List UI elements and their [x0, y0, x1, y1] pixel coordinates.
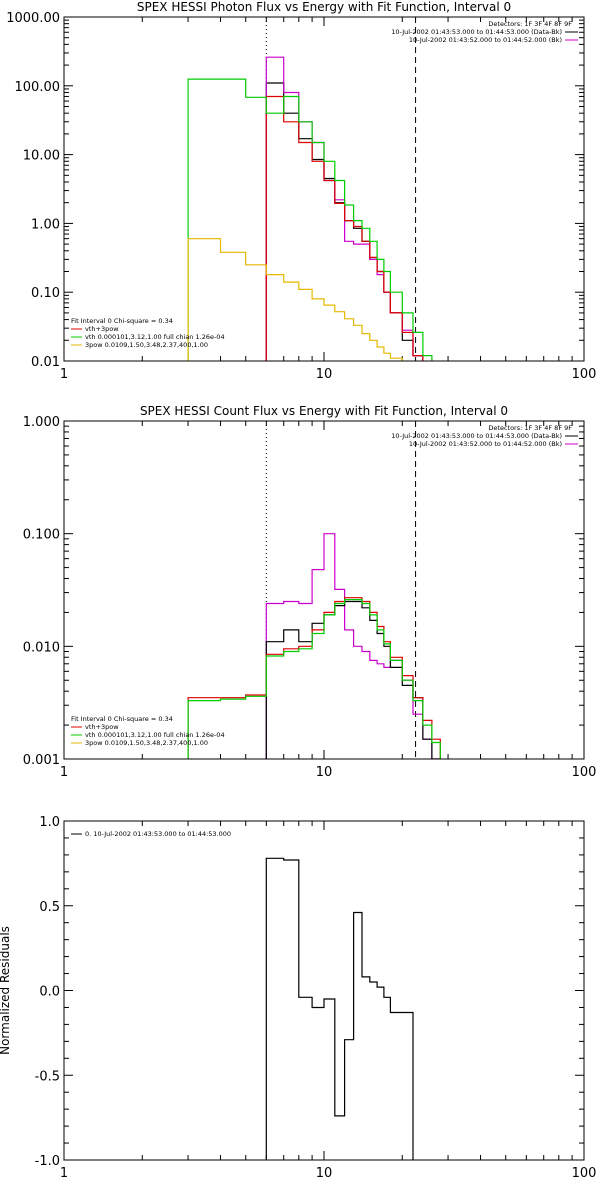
chart-title: SPEX HESSI Count Flux vs Energy with Fit…: [140, 404, 508, 418]
y-tick-label: 0.5: [39, 900, 60, 915]
y-tick-label: 1.00: [31, 217, 60, 232]
series-1-line: [265, 533, 441, 759]
y-axis-label: Normalized Residuals: [0, 926, 12, 1055]
x-tick-label: 100: [572, 765, 597, 780]
series-4-line: [187, 599, 441, 759]
x-tick-label: 100: [572, 367, 597, 382]
legend-entry-text: 10-Jul-2002 01:43:53.000 to 01:44:53.000…: [391, 28, 562, 36]
legend-entry-text: 10-Jul-2002 01:43:53.000 to 01:44:53.000…: [391, 432, 562, 440]
x-tick-label: 1: [60, 1166, 68, 1181]
y-tick-label: 0.001: [23, 753, 60, 768]
plot-area: [265, 857, 414, 1160]
y-tick-label: 1000.00: [6, 11, 60, 26]
legend-entry-text: 10-Jul-2002 01:43:52.000 to 01:44:52.000…: [409, 440, 562, 448]
y-tick-label: 0.01: [31, 355, 60, 370]
legend-entry-text: 10-Jul-2002 01:43:52.000 to 01:44:52.000…: [409, 36, 562, 44]
series-4-line: [187, 78, 433, 361]
fit-legend-entry: vth+3pow: [85, 325, 119, 333]
plot-area: [187, 533, 441, 759]
x-tick-label: 10: [316, 1166, 333, 1181]
chart-title: SPEX HESSI Photon Flux vs Energy with Fi…: [137, 0, 511, 14]
y-tick-label: -1.0: [35, 1154, 60, 1169]
y-tick-label: -0.5: [35, 1069, 60, 1084]
series-2-line: [265, 600, 441, 759]
chart-3: Normalized Residuals 1 10 100 1.0 0.5 0.0 -0.5 -…: [0, 815, 596, 1181]
fit-legend-entry: 3pow 0.0109,1.50,3.48,2.37,400,1.00: [85, 341, 208, 349]
axes-frame: [63, 16, 585, 362]
legend-entry-text: 0. 10-Jul-2002 01:43:53.000 to 01:44:53.…: [85, 830, 231, 838]
fit-legend-entry: vth+3pow: [85, 723, 119, 731]
series-5-line: [187, 238, 403, 361]
x-tick-label: 100: [572, 1166, 597, 1181]
axes-frame: [63, 820, 585, 1161]
fit-legend-header: Fit Interval 0 Chi-square = 0.34: [71, 317, 173, 325]
plot-area: [187, 56, 433, 361]
fit-legend-entry: vth 0.000101,3.12,1.00 full chian 1.26e-…: [85, 731, 225, 739]
x-tick-label: 1: [60, 367, 68, 382]
x-tick-label: 10: [316, 765, 333, 780]
detectors-label: Detectors: 1F 3F 4F 8F 9F: [488, 424, 572, 432]
x-tick-label: 10: [316, 367, 333, 382]
y-tick-label: 0.0: [39, 985, 60, 1000]
y-tick-label: 10.00: [23, 149, 60, 164]
y-tick-label: 1.0: [39, 815, 60, 830]
y-tick-label: 100.00: [15, 80, 61, 95]
y-tick-label: 1.000: [23, 415, 60, 430]
fit-legend-entry: vth 0.000101,3.12,1.00 full chian 1.26e-…: [85, 333, 225, 341]
y-tick-label: 0.10: [31, 286, 60, 301]
detectors-label: Detectors: 1F 3F 4F 8F 9F: [488, 20, 572, 28]
series-1-line: [265, 857, 414, 1160]
y-tick-label: 0.100: [23, 528, 60, 543]
series-1-line: [265, 82, 424, 361]
chart-2: SPEX HESSI Count Flux vs Energy with Fit…: [23, 404, 597, 780]
fit-legend-entry: 3pow 0.0109,1.50,3.48,2.37,400,1.00: [85, 739, 208, 747]
series-3-line: [265, 95, 424, 361]
chart-1: SPEX HESSI Photon Flux vs Energy with Fi…: [6, 0, 597, 382]
fit-legend-header: Fit Interval 0 Chi-square = 0.34: [71, 715, 173, 723]
y-tick-label: 0.010: [23, 640, 60, 655]
x-tick-label: 1: [60, 765, 68, 780]
axes-frame: [63, 420, 585, 760]
